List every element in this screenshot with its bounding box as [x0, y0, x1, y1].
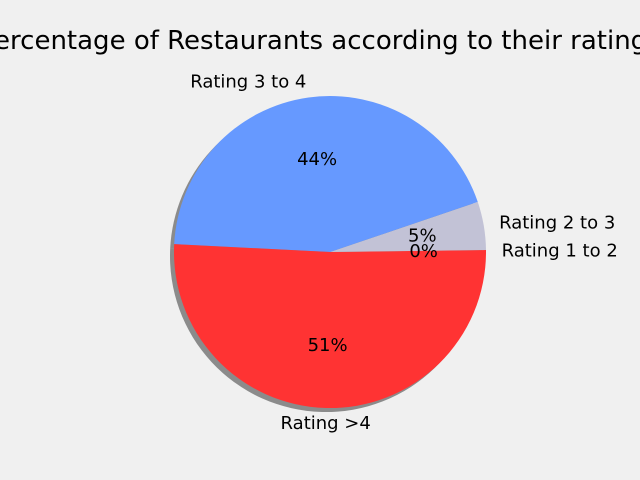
slice-label-rating-2-to-3: Rating 2 to 3 — [499, 213, 615, 234]
pie-label-layer: Rating 1 to 2 0% Rating 2 to 3 5% Rating 3 t… — [190, 72, 618, 435]
pie-slice-rating-1-to-2 — [330, 250, 487, 252]
slice-percent-rating-2-to-3: 5% — [408, 226, 437, 247]
slice-percent-rating-3-to-4: 44% — [297, 149, 337, 170]
pie-slice-rating-2-to-3 — [330, 201, 486, 252]
slice-percent-rating-1-to-2: 0% — [409, 241, 438, 262]
pie-slice-layer — [174, 95, 487, 409]
pie-slice-rating-3-to-4 — [174, 95, 478, 252]
slice-label-rating-4: Rating >4 — [281, 413, 371, 434]
slice-percent-rating-4: 51% — [308, 335, 348, 356]
slice-label-rating-3-to-4: Rating 3 to 4 — [190, 72, 306, 93]
slice-label-rating-1-to-2: Rating 1 to 2 — [502, 240, 618, 261]
chart-title: Percentage of Restaurants according to t… — [0, 26, 640, 56]
pie-slice-rating-4 — [174, 244, 487, 409]
